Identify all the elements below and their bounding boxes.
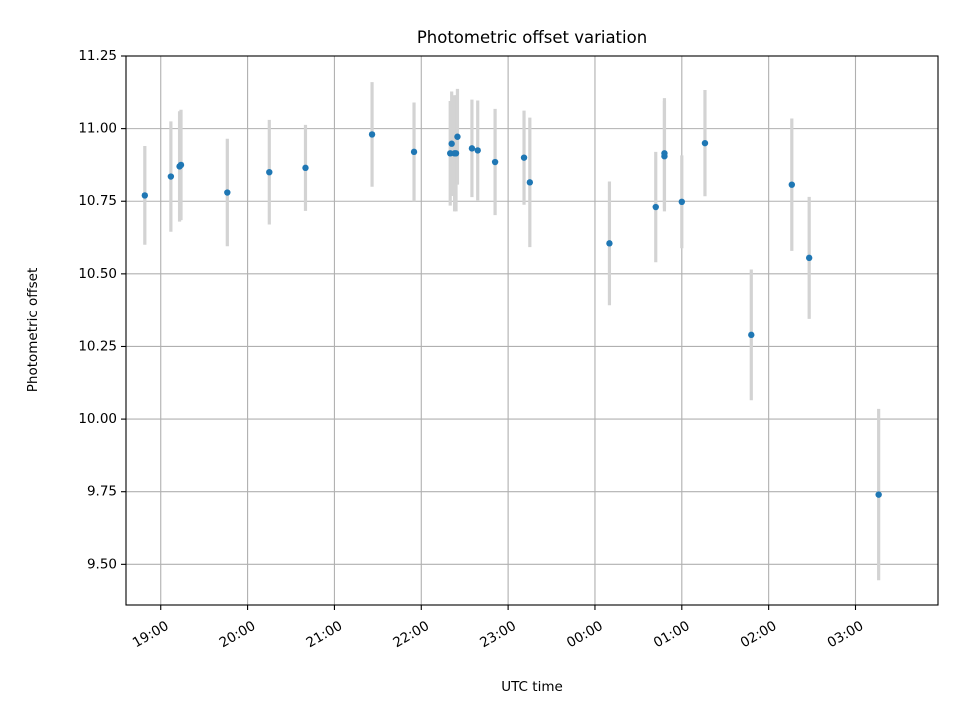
y-tick-label: 10.25 xyxy=(78,338,117,354)
x-tick-label: 02:00 xyxy=(738,618,780,651)
y-tick-label: 10.50 xyxy=(78,266,117,282)
data-point xyxy=(141,192,149,199)
data-point xyxy=(224,189,231,196)
grid xyxy=(126,55,938,605)
x-tick-label: 19:00 xyxy=(130,618,172,651)
data-point xyxy=(452,150,460,157)
data-point xyxy=(652,203,659,211)
data-point xyxy=(678,198,686,206)
data-point xyxy=(177,161,185,169)
data-point xyxy=(474,147,481,154)
data-point xyxy=(302,164,309,172)
data-point xyxy=(526,179,534,186)
x-tick-label: 22:00 xyxy=(390,618,432,651)
chart-title: Photometric offset variation xyxy=(417,28,647,47)
plot-frame xyxy=(125,55,939,606)
x-axis-ticks: 19:00 20:00 21:00 22:00 23:00 00:00 01:00 02:00… xyxy=(130,605,866,651)
x-tick-label: 00:00 xyxy=(564,618,606,651)
x-tick-label: 20:00 xyxy=(217,618,259,651)
y-tick-label: 9.50 xyxy=(87,556,117,572)
x-tick-label: 03:00 xyxy=(825,618,867,651)
y-tick-label: 9.75 xyxy=(87,484,117,500)
x-tick-label: 21:00 xyxy=(304,618,346,651)
data-point xyxy=(454,133,461,140)
x-tick-label: 23:00 xyxy=(477,618,519,651)
data-point xyxy=(491,158,499,166)
data-point xyxy=(520,154,528,161)
data-point xyxy=(266,168,273,176)
y-axis-ticks: 9.50 9.75 10.00 10.25 10.50 10.75 11.00 11.25 xyxy=(78,48,126,572)
data-point xyxy=(875,491,882,498)
y-tick-label: 10.00 xyxy=(78,411,117,427)
y-tick-label: 10.75 xyxy=(78,193,117,209)
data-point xyxy=(701,139,709,147)
data-point xyxy=(788,181,796,188)
data-point xyxy=(748,331,755,339)
y-axis-label: Photometric offset xyxy=(25,268,41,392)
x-axis-label: UTC time xyxy=(501,679,563,695)
data-points xyxy=(141,131,882,498)
y-tick-label: 11.25 xyxy=(78,48,117,64)
data-point xyxy=(410,148,418,156)
data-point xyxy=(606,240,613,247)
data-point xyxy=(167,173,175,180)
data-point xyxy=(368,131,376,138)
x-tick-label: 01:00 xyxy=(651,618,693,651)
y-tick-label: 11.00 xyxy=(78,121,117,137)
data-point xyxy=(805,254,813,262)
data-point xyxy=(661,150,668,157)
data-point xyxy=(448,140,455,147)
data-point xyxy=(468,145,476,152)
